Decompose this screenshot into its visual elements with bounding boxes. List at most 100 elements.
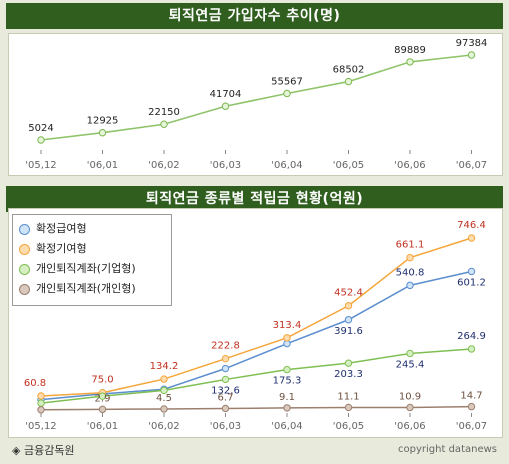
chart2-data-label: 75.0 [91, 375, 113, 386]
chart1-data-label: 68502 [333, 65, 365, 76]
chart2-data-label: 264.9 [457, 331, 486, 342]
chart1-x-tick-label: '06,07 [456, 160, 487, 171]
chart1-data-label: 97384 [456, 38, 488, 49]
legend-label-1: 확정급여형 [36, 222, 87, 235]
chart1-point [98, 129, 107, 137]
chart1-x-tick-label: '06,05 [333, 160, 364, 171]
chart2-data-label: 203.3 [334, 369, 363, 380]
chart2-point [221, 364, 230, 373]
chart2-data-label: 11.1 [337, 391, 359, 402]
chart2-series-line [40, 237, 472, 397]
legend-marker-2 [19, 243, 30, 255]
copyright-label: copyright datanews [398, 444, 497, 455]
chart1-x-tick-label: '06,02 [148, 160, 179, 171]
chart2-data-label: 661.1 [396, 240, 425, 251]
chart2-title: 퇴직연금 종류별 적립금 현황(억원) [6, 186, 503, 212]
chart1-title: 퇴직연금 가입자수 추이(명) [6, 3, 503, 29]
chart2-data-label: 14.7 [460, 391, 482, 402]
chart1-point [406, 58, 414, 66]
chart1-x-tick-label: '06,04 [271, 160, 302, 171]
chart2-point [467, 267, 476, 276]
chart2-point [406, 403, 414, 412]
chart2-point [37, 406, 45, 414]
chart2-data-label: 222.8 [211, 341, 240, 352]
chart2-point [221, 354, 230, 363]
chart1-point [344, 77, 353, 86]
chart2-data-label: 6.7 [218, 392, 234, 403]
chart2-x-tick-label: '05,12 [25, 421, 56, 432]
chart2-data-label: 175.3 [273, 376, 302, 387]
legend-item-1: 확정급여형 [19, 222, 87, 236]
chart2-point [406, 281, 414, 290]
chart1-point [283, 89, 291, 98]
chart2-data-label: 60.8 [24, 378, 46, 389]
chart2-x-tick-label: '06,06 [394, 421, 425, 432]
chart2-x-tick-label: '06,05 [333, 421, 364, 432]
chart1-x-tick-label: '05,12 [25, 160, 56, 171]
chart2-data-label: 601.2 [457, 277, 486, 288]
chart1-point [467, 51, 476, 59]
chart2-point [344, 403, 353, 412]
chart2-data-label: 2.9 [95, 393, 111, 404]
chart1-x-tick-label: '06,01 [87, 160, 118, 171]
chart2-point [221, 375, 230, 384]
chart2-point [37, 392, 45, 400]
legend-marker-4 [19, 283, 30, 295]
chart2-point [467, 234, 476, 242]
chart2-data-label: 10.9 [399, 391, 421, 402]
chart2-data-label: 9.1 [279, 392, 295, 403]
chart2-data-label: 134.2 [150, 361, 179, 372]
chart1-line [40, 54, 472, 141]
chart2-data-label: 391.6 [334, 326, 363, 337]
legend: 확정급여형 확정기여형 개인퇴직계좌(기업형) 개인퇴직계좌(개인형) [12, 214, 172, 306]
chart1-data-label: 55567 [271, 76, 303, 87]
chart1-data-label: 41704 [210, 89, 242, 100]
legend-item-4: 개인퇴직계좌(개인형) [19, 282, 136, 296]
chart2-x-tick-label: '06,02 [148, 421, 179, 432]
chart2-point [344, 302, 353, 310]
legend-marker-1 [19, 223, 30, 235]
chart1-point [37, 136, 45, 144]
chart2-data-label: 746.4 [457, 220, 486, 231]
chart2-point [221, 404, 230, 413]
chart2-data-label: 132.6 [211, 385, 240, 396]
chart2-x-tick-label: '06,07 [456, 421, 487, 432]
chart2-point [344, 359, 353, 367]
chart2-data-label: 540.8 [396, 267, 425, 278]
chart2-point [283, 404, 291, 412]
chart1-point [160, 120, 168, 128]
legend-label-3: 개인퇴직계좌(기업형) [36, 262, 136, 275]
chart2-point [160, 375, 168, 383]
chart1-point [221, 102, 230, 110]
legend-item-3: 개인퇴직계좌(기업형) [19, 262, 136, 276]
legend-marker-3 [19, 263, 30, 275]
chart2-point [406, 349, 414, 358]
chart1-data-label: 89889 [394, 45, 426, 56]
chart2-x-tick-label: '06,01 [87, 421, 118, 432]
legend-item-2: 확정기여형 [19, 242, 87, 256]
chart2-point [467, 345, 476, 353]
chart2-point [344, 316, 353, 324]
chart2-point [98, 392, 107, 400]
chart1-data-label: 12925 [87, 116, 119, 127]
chart2-point [283, 334, 291, 342]
source-label: ◈ 금융감독원 [12, 444, 75, 457]
chart2-x-tick-label: '06,03 [210, 421, 241, 432]
chart2-point [160, 405, 168, 413]
chart2-point [37, 399, 45, 407]
chart2-point [160, 386, 168, 395]
chart2-series-line [40, 270, 472, 401]
chart2-data-label: 4.5 [156, 393, 172, 404]
chart1-data-label: 5024 [28, 123, 53, 134]
chart2-point [406, 253, 414, 262]
chart1-panel [8, 33, 503, 176]
chart2-x-tick-label: '06,04 [271, 421, 302, 432]
chart2-point [467, 402, 476, 411]
chart1-data-label: 22150 [148, 107, 180, 118]
chart1-x-tick-label: '06,06 [394, 160, 425, 171]
chart2-data-label: 452.4 [334, 288, 363, 299]
legend-label-2: 확정기여형 [36, 242, 87, 255]
chart2-data-label: 245.4 [396, 359, 425, 370]
chart2-data-label: 313.4 [273, 320, 302, 331]
